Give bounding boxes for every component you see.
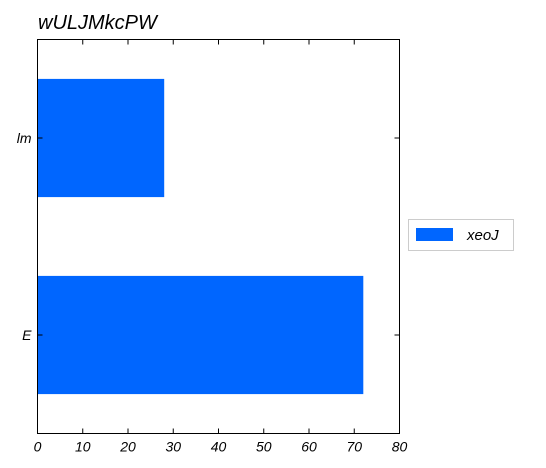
x-tick-label: 10 xyxy=(75,439,91,455)
legend-label: xeoJ xyxy=(466,227,499,244)
x-tick-label: 50 xyxy=(256,439,272,455)
legend: xeoJ xyxy=(408,219,514,251)
bar-E xyxy=(37,275,364,395)
bar-lm xyxy=(37,78,165,198)
legend-swatch xyxy=(416,228,453,241)
x-tick-label: 0 xyxy=(34,439,42,455)
x-tick-label: 40 xyxy=(211,439,227,455)
x-tick-label: 60 xyxy=(301,439,317,455)
y-tick-label: lm xyxy=(17,130,32,146)
bars-layer xyxy=(37,78,364,395)
x-tick-label: 30 xyxy=(165,439,181,455)
x-tick-label: 20 xyxy=(119,439,136,455)
x-tick-label: 70 xyxy=(346,439,362,455)
x-tick-label: 80 xyxy=(392,439,408,455)
chart-title: wULJMkcPW xyxy=(38,12,159,34)
y-tick-label: E xyxy=(22,327,32,343)
axis-ticks: 0 10 20 30 40 50 60 70 80 Elm xyxy=(17,39,408,455)
